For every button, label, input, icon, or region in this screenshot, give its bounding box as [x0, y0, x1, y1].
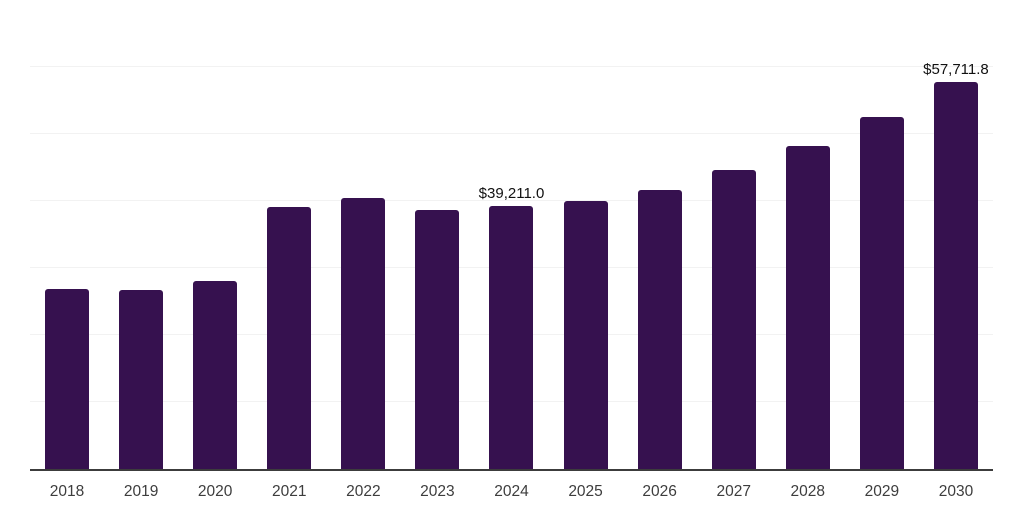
x-tick-label-2019: 2019: [123, 483, 159, 500]
x-tick-label-2023: 2023: [420, 483, 455, 500]
bar-2023: [415, 210, 460, 469]
bar-2030: [933, 82, 978, 469]
x-tick-label-2021: 2021: [272, 483, 307, 500]
bar-2026: [637, 190, 682, 469]
plot-area: $39,211.0 $57,711.8: [30, 0, 993, 471]
bar-slot-2029: [845, 0, 919, 469]
x-tick-label-2030: 2030: [938, 483, 974, 500]
bar-2018: [45, 288, 90, 469]
x-tick-label-2024: 2024: [494, 483, 529, 500]
bar-slot-2030: $57,711.8: [919, 0, 993, 469]
gridline: [30, 133, 993, 134]
bar-slot-2025: [549, 0, 623, 469]
bar-2020: [193, 280, 238, 469]
bar-slot-2027: [697, 0, 771, 469]
bar-slot-2022: [326, 0, 400, 469]
x-tick-label-2025: 2025: [568, 483, 603, 500]
gridline: [30, 200, 993, 201]
bars-container: $39,211.0 $57,711.8: [30, 0, 993, 469]
x-tick-label-2020: 2020: [197, 483, 233, 500]
bar-2027: [711, 170, 756, 469]
gridline: [30, 66, 993, 67]
bar-slot-2021: [252, 0, 326, 469]
bar-slot-2019: [104, 0, 178, 469]
bar-slot-2028: [771, 0, 845, 469]
x-tick-label-2026: 2026: [642, 483, 677, 500]
x-tick-label-2028: 2028: [790, 483, 826, 500]
data-label-2030: $57,711.8: [923, 61, 989, 79]
x-axis-tick-labels: 2018 2019 2020 2021 2022 2023 2024 2025 2026 2027…: [30, 482, 993, 504]
bar-2025: [563, 201, 608, 469]
bar-2021: [267, 207, 312, 469]
x-tick-label-2018: 2018: [49, 483, 85, 500]
x-tick-label-2027: 2027: [716, 483, 751, 500]
bar-2029: [859, 116, 904, 469]
bar-2022: [341, 197, 386, 469]
bar-slot-2018: [30, 0, 104, 469]
bar-slot-2023: [400, 0, 474, 469]
data-label-2024: $39,211.0: [478, 185, 545, 203]
bar-2024: [489, 206, 534, 469]
bar-slot-2024: $39,211.0: [474, 0, 548, 469]
bar-2028: [785, 146, 830, 469]
bar-2019: [119, 290, 164, 469]
x-tick-label-2022: 2022: [346, 483, 381, 500]
x-tick-label-2029: 2029: [864, 483, 900, 500]
bar-slot-2020: [178, 0, 252, 469]
bar-slot-2026: [623, 0, 697, 469]
